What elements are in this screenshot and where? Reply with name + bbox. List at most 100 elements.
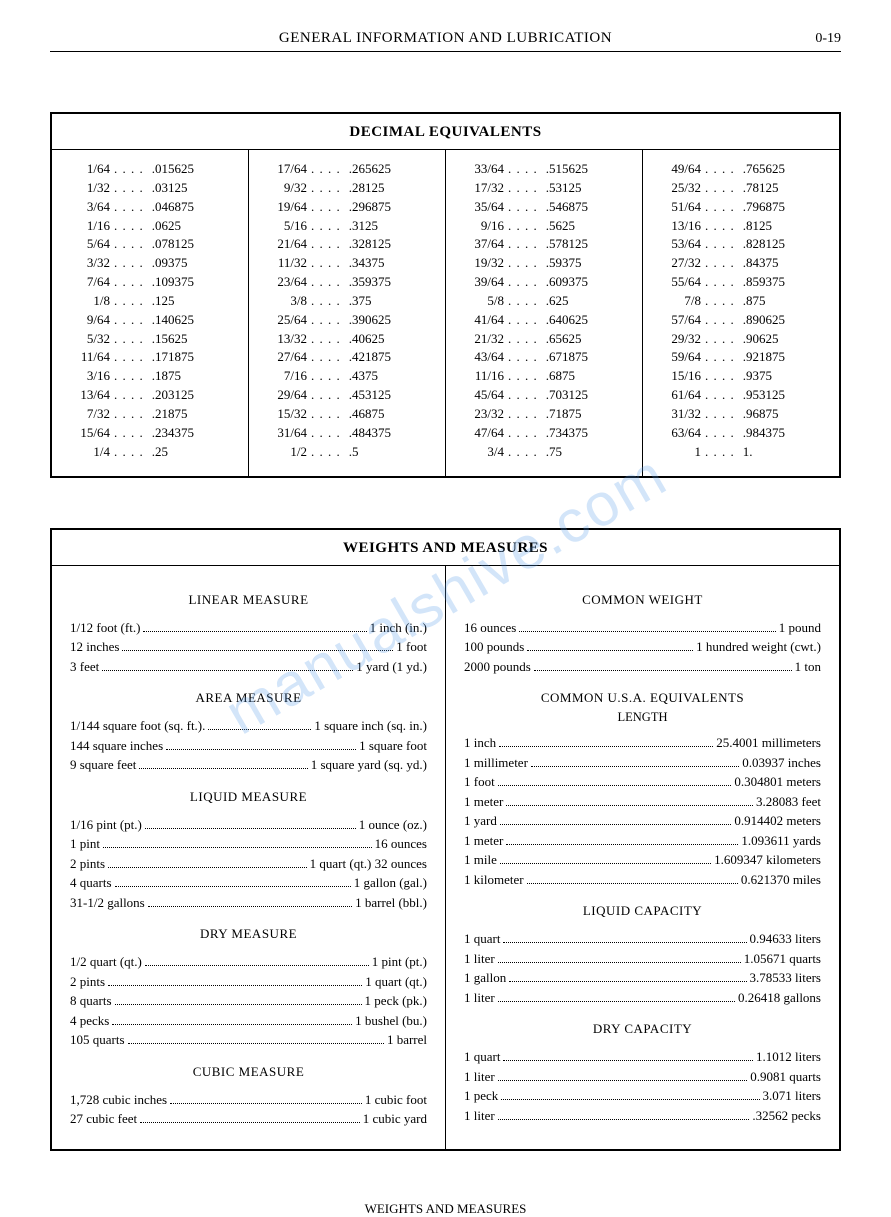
measure-line: 1 millimeter0.03937 inches: [464, 753, 821, 773]
decimal-value: .265625: [345, 160, 437, 179]
fraction: 15/32: [261, 405, 307, 424]
fraction: 13/16: [655, 217, 701, 236]
decimal-value: .09375: [148, 254, 240, 273]
decimal-value: .6875: [542, 367, 634, 386]
measure-right: 1 foot: [396, 637, 427, 657]
measure-left: 9 square feet: [70, 755, 136, 775]
measure-left: 2 pints: [70, 854, 105, 874]
dots: . . . .: [701, 179, 739, 198]
fraction: 3/4: [458, 443, 504, 462]
fraction: 19/32: [458, 254, 504, 273]
decimal-value: .03125: [148, 179, 240, 198]
decimal-value: .796875: [739, 198, 831, 217]
decimal-value: .296875: [345, 198, 437, 217]
measure-line: 1 meter3.28083 feet: [464, 792, 821, 812]
dots: . . . .: [110, 160, 148, 179]
decimal-value: .34375: [345, 254, 437, 273]
leader-dots: [499, 735, 713, 747]
leader-dots: [103, 836, 372, 848]
fraction: 13/64: [64, 386, 110, 405]
measure-right: 1 peck (pk.): [365, 991, 427, 1011]
decimal-value: .0625: [148, 217, 240, 236]
fraction: 5/64: [64, 235, 110, 254]
fraction: 11/32: [261, 254, 307, 273]
decimal-row: 9/64. . . ..140625: [64, 311, 240, 330]
decimal-equivalents-title: DECIMAL EQUIVALENTS: [52, 114, 839, 150]
dots: . . . .: [307, 424, 345, 443]
decimal-column: 1/64. . . ..0156251/32. . . ..031253/64.…: [52, 150, 248, 476]
weights-measures-box: WEIGHTS AND MEASURES LINEAR MEASURE1/12 …: [50, 528, 841, 1151]
dots: . . . .: [701, 273, 739, 292]
decimal-row: 39/64. . . ..609375: [458, 273, 634, 292]
fraction: 47/64: [458, 424, 504, 443]
decimal-value: .515625: [542, 160, 634, 179]
dots: . . . .: [701, 330, 739, 349]
fraction: 25/32: [655, 179, 701, 198]
measure-line: 1 quart0.94633 liters: [464, 929, 821, 949]
dots: . . . .: [307, 254, 345, 273]
leader-dots: [498, 774, 732, 786]
leader-dots: [531, 755, 739, 767]
measure-left: 1 inch: [464, 733, 496, 753]
decimal-row: 15/16. . . ..9375: [655, 367, 831, 386]
measure-line: 2000 pounds1 ton: [464, 657, 821, 677]
decimal-value: .59375: [542, 254, 634, 273]
measure-right: 1 square yard (sq. yd.): [311, 755, 427, 775]
fraction: 17/32: [458, 179, 504, 198]
measure-right: 0.304801 meters: [734, 772, 821, 792]
fraction: 41/64: [458, 311, 504, 330]
measure-line: 16 ounces1 pound: [464, 618, 821, 638]
decimal-row: 3/32. . . ..09375: [64, 254, 240, 273]
measure-left: 1/2 quart (qt.): [70, 952, 142, 972]
measure-left: 100 pounds: [464, 637, 524, 657]
fraction: 1/64: [64, 160, 110, 179]
decimal-row: 55/64. . . ..859375: [655, 273, 831, 292]
dots: . . . .: [307, 198, 345, 217]
decimal-row: 3/16. . . ..1875: [64, 367, 240, 386]
measure-right: 1 square inch (sq. in.): [314, 716, 427, 736]
decimal-row: 37/64. . . ..578125: [458, 235, 634, 254]
fraction: 31/64: [261, 424, 307, 443]
decimal-row: 1/64. . . ..015625: [64, 160, 240, 179]
leader-dots: [503, 931, 746, 943]
measure-line: 1 meter1.093611 yards: [464, 831, 821, 851]
dots: . . . .: [701, 386, 739, 405]
fraction: 11/16: [458, 367, 504, 386]
decimal-value: .1875: [148, 367, 240, 386]
decimal-value: .765625: [739, 160, 831, 179]
decimal-row: 13/64. . . ..203125: [64, 386, 240, 405]
measure-line: 100 pounds1 hundred weight (cwt.): [464, 637, 821, 657]
leader-dots: [509, 970, 746, 982]
measure-right: 1.1012 liters: [756, 1047, 821, 1067]
measure-right: 1 cubic yard: [363, 1109, 427, 1129]
dots: . . . .: [701, 292, 739, 311]
decimal-row: 21/32. . . ..65625: [458, 330, 634, 349]
measure-line: 4 pecks1 bushel (bu.): [70, 1011, 427, 1031]
decimal-value: .671875: [542, 348, 634, 367]
decimal-value: .21875: [148, 405, 240, 424]
leader-dots: [170, 1092, 362, 1104]
measure-right: 3.78533 liters: [750, 968, 822, 988]
measure-line: 8 quarts1 peck (pk.): [70, 991, 427, 1011]
dots: . . . .: [504, 348, 542, 367]
decimal-row: 1/2. . . ..5: [261, 443, 437, 462]
decimal-value: .53125: [542, 179, 634, 198]
decimal-row: 23/32. . . ..71875: [458, 405, 634, 424]
decimal-value: .5: [345, 443, 437, 462]
decimal-value: .4375: [345, 367, 437, 386]
fraction: 55/64: [655, 273, 701, 292]
section-heading: CUBIC MEASURE: [70, 1064, 427, 1080]
measure-line: 2 pints1 quart (qt.) 32 ounces: [70, 854, 427, 874]
leader-dots: [208, 718, 311, 730]
measure-left: 27 cubic feet: [70, 1109, 137, 1129]
leader-dots: [115, 875, 351, 887]
measure-right: 1 barrel: [387, 1030, 427, 1050]
leader-dots: [506, 833, 738, 845]
decimal-value: .984375: [739, 424, 831, 443]
dots: . . . .: [504, 235, 542, 254]
leader-dots: [500, 852, 711, 864]
decimal-value: .15625: [148, 330, 240, 349]
fraction: 5/32: [64, 330, 110, 349]
measure-left: 1 pint: [70, 834, 100, 854]
measure-line: 1 gallon3.78533 liters: [464, 968, 821, 988]
